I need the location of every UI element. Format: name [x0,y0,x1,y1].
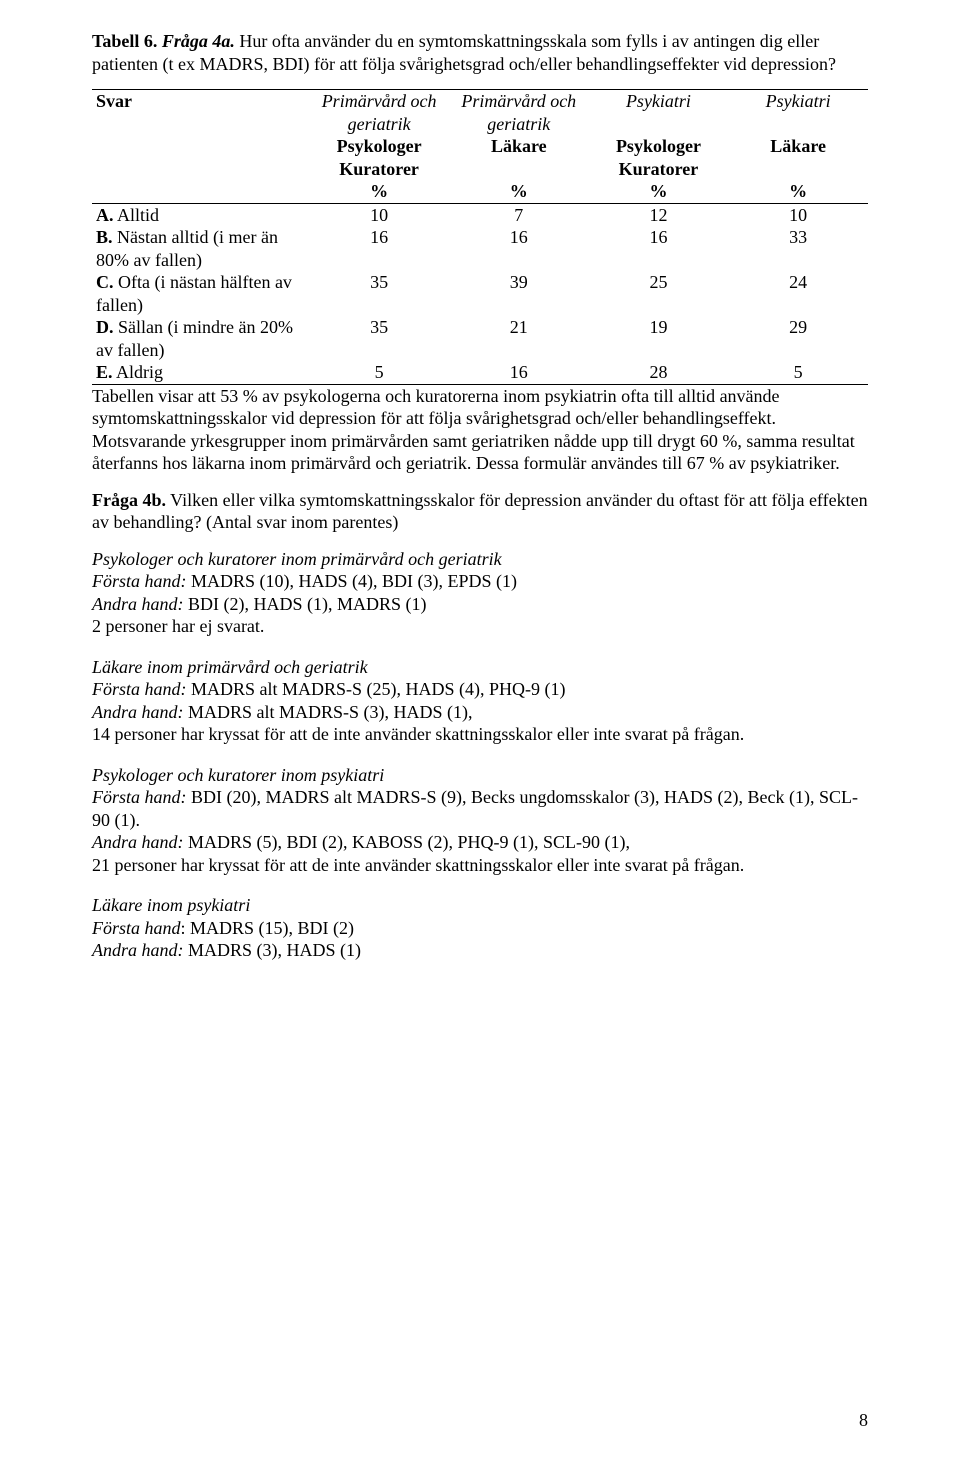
row-label-text: Alltid [114,205,160,225]
table-cell: 7 [449,203,589,226]
row-label-letter: D. [96,317,114,337]
table-cell: 16 [589,226,729,271]
table-title-block: Tabell 6. Fråga 4a. Hur ofta använder du… [92,30,868,75]
group-heading: Läkare inom primärvård och geriatrik [92,656,868,679]
q4b-text: Vilken eller vilka symtomskattningsskalo… [92,490,868,533]
group-line: Första hand: MADRS alt MADRS-S (25), HAD… [92,678,868,701]
col-head: Psykiatri [589,90,729,136]
group-line: Andra hand: MADRS (3), HADS (1) [92,939,868,962]
row-label: E. Aldrig [92,361,309,384]
row-label-letter: A. [96,205,114,225]
row-label: A. Alltid [92,203,309,226]
table-summary: Tabellen visar att 53 % av psykologerna … [92,385,868,475]
group-line: Första hand: MADRS (10), HADS (4), BDI (… [92,570,868,593]
line-prefix: Andra hand: [92,940,184,960]
table-cell: 16 [309,226,449,271]
line-content: BDI (20), MADRS alt MADRS-S (9), Becks u… [92,787,858,830]
row-label: C. Ofta (i nästan hälften av fallen) [92,271,309,316]
col-subhead: Psykologer Kuratorer [309,135,449,180]
table-cell: 33 [728,226,868,271]
table-row: C. Ofta (i nästan hälften av fallen)3539… [92,271,868,316]
table-cell: 24 [728,271,868,316]
col-head: Primärvård och geriatrik [449,90,589,136]
table-cell: 5 [309,361,449,384]
col-head: Psykiatri [728,90,868,136]
row-label-text: Sällan (i mindre än 20% av fallen) [96,317,293,360]
group-line: Första hand: BDI (20), MADRS alt MADRS-S… [92,786,868,831]
table-row: A. Alltid1071210 [92,203,868,226]
table-cell: 19 [589,316,729,361]
question-4b: Fråga 4b. Vilken eller vilka symtomskatt… [92,489,868,534]
line-content: MADRS (3), HADS (1) [184,940,362,960]
group-line: Första hand: MADRS (15), BDI (2) [92,917,868,940]
header-row-1: Svar Primärvård och geriatrik Primärvård… [92,90,868,136]
page-number: 8 [859,1409,868,1432]
answer-group: Läkare inom primärvård och geriatrikFörs… [92,656,868,746]
table-cell: 16 [449,361,589,384]
line-content: MADRS alt MADRS-S (25), HADS (4), PHQ-9 … [187,679,566,699]
table-row: B. Nästan alltid (i mer än 80% av fallen… [92,226,868,271]
table-number: Tabell 6. [92,31,157,51]
table-row: E. Aldrig516285 [92,361,868,384]
line-content: MADRS (10), HADS (4), BDI (3), EPDS (1) [187,571,518,591]
q4b-number: Fråga 4b. [92,490,166,510]
line-prefix: Första hand [92,918,181,938]
pct-label: % [309,180,449,203]
table-cell: 10 [309,203,449,226]
group-note: 21 personer har kryssat för att de inte … [92,854,868,877]
pct-label: % [589,180,729,203]
pct-label: % [449,180,589,203]
pct-label: % [728,180,868,203]
line-content: MADRS (5), BDI (2), KABOSS (2), PHQ-9 (1… [184,832,631,852]
row-label: D. Sällan (i mindre än 20% av fallen) [92,316,309,361]
line-content: : MADRS (15), BDI (2) [181,918,355,938]
svar-label: Svar [92,90,309,204]
line-prefix: Första hand: [92,679,187,699]
line-prefix: Första hand: [92,787,187,807]
group-line: Andra hand: MADRS alt MADRS-S (3), HADS … [92,701,868,724]
col-subhead: Läkare [449,135,589,180]
row-label-letter: E. [96,362,113,382]
line-content: MADRS alt MADRS-S (3), HADS (1), [184,702,473,722]
table-cell: 35 [309,271,449,316]
line-prefix: Andra hand: [92,832,184,852]
question-number: Fråga 4a. [162,31,235,51]
page: Tabell 6. Fråga 4a. Hur ofta använder du… [0,0,960,1461]
line-prefix: Andra hand: [92,594,184,614]
row-label-letter: B. [96,227,113,247]
table-cell: 39 [449,271,589,316]
table-cell: 12 [589,203,729,226]
group-heading: Läkare inom psykiatri [92,894,868,917]
line-prefix: Första hand: [92,571,187,591]
row-label-text: Aldrig [113,362,164,382]
group-heading: Psykologer och kuratorer inom primärvård… [92,548,868,571]
row-label-text: Ofta (i nästan hälften av fallen) [96,272,292,315]
table-cell: 25 [589,271,729,316]
group-note: 14 personer har kryssat för att de inte … [92,723,868,746]
table-cell: 21 [449,316,589,361]
answer-group: Psykologer och kuratorer inom primärvård… [92,548,868,638]
answer-group: Läkare inom psykiatriFörsta hand: MADRS … [92,894,868,962]
group-line: Andra hand: MADRS (5), BDI (2), KABOSS (… [92,831,868,854]
table-cell: 5 [728,361,868,384]
line-content: BDI (2), HADS (1), MADRS (1) [184,594,427,614]
data-table: Svar Primärvård och geriatrik Primärvård… [92,89,868,385]
col-subhead: Psykologer Kuratorer [589,135,729,180]
table-row: D. Sällan (i mindre än 20% av fallen)352… [92,316,868,361]
table-cell: 29 [728,316,868,361]
table-cell: 28 [589,361,729,384]
table-cell: 35 [309,316,449,361]
row-label-letter: C. [96,272,114,292]
row-label-text: Nästan alltid (i mer än 80% av fallen) [96,227,278,270]
col-head: Primärvård och geriatrik [309,90,449,136]
group-heading: Psykologer och kuratorer inom psykiatri [92,764,868,787]
table-cell: 16 [449,226,589,271]
answer-group: Psykologer och kuratorer inom psykiatriF… [92,764,868,877]
col-subhead: Läkare [728,135,868,180]
table-cell: 10 [728,203,868,226]
group-note: 2 personer har ej svarat. [92,615,868,638]
group-line: Andra hand: BDI (2), HADS (1), MADRS (1) [92,593,868,616]
row-label: B. Nästan alltid (i mer än 80% av fallen… [92,226,309,271]
line-prefix: Andra hand: [92,702,184,722]
